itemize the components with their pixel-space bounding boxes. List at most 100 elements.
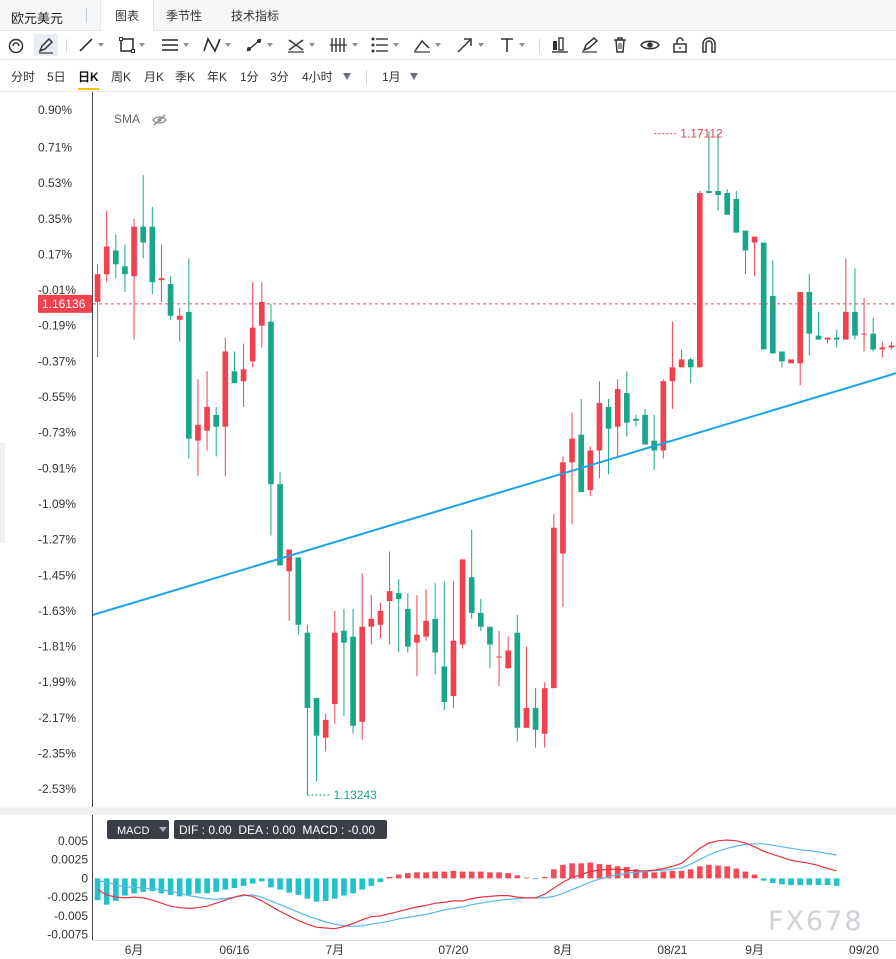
period-3min[interactable]: 3分: [270, 70, 289, 84]
macd-bar: [742, 871, 749, 879]
brush-icon[interactable]: [244, 34, 273, 56]
macd-bar: [377, 878, 384, 883]
macd-readout-box: [174, 820, 387, 839]
candle: [760, 242, 767, 350]
period-4hour[interactable]: 4小时: [302, 70, 333, 84]
y-tick-label: -1.99%: [38, 675, 76, 689]
macd-bar: [550, 869, 557, 879]
candle: [788, 359, 794, 364]
candle: [286, 549, 293, 621]
period-more-dropdown-icon[interactable]: [343, 73, 351, 80]
period-quarterly[interactable]: 季K: [175, 70, 196, 84]
lock-icon[interactable]: [671, 34, 689, 56]
chevron-down-icon: [478, 43, 484, 47]
trend-line-icon[interactable]: [77, 34, 104, 56]
range-dropdown-icon[interactable]: [410, 73, 418, 80]
macd-bar: [806, 878, 813, 886]
macd-bar: [614, 866, 621, 879]
magnet-icon[interactable]: [6, 34, 26, 56]
candle: [861, 297, 867, 352]
pencil-icon[interactable]: [580, 34, 600, 56]
macd-bar: [359, 878, 366, 890]
macd-bar: [487, 872, 493, 879]
candle: [660, 379, 667, 459]
candle: [459, 559, 466, 649]
top-tab-bar: 欧元美元 图表 季节性 技术指标: [0, 0, 896, 31]
y-tick-label: 0.71%: [38, 140, 72, 154]
trash-icon[interactable]: [611, 34, 629, 56]
macd-selector[interactable]: MACD: [107, 820, 169, 839]
macd-bar: [176, 878, 183, 897]
pane-separator[interactable]: [0, 807, 896, 815]
macd-bar: [706, 864, 712, 879]
gann-icon[interactable]: [329, 34, 358, 56]
macd-bar: [249, 878, 256, 884]
candle: [678, 349, 685, 368]
candle: [879, 341, 886, 358]
candle: [167, 276, 174, 320]
macd-readout: DIF : 0.00 DEA : 0.00 MACD : -0.00: [179, 823, 375, 837]
eye-icon[interactable]: [640, 34, 660, 56]
candle: [541, 682, 548, 748]
period-intraday[interactable]: 分时: [11, 70, 36, 84]
macd-bar: [295, 878, 302, 895]
pen-icon[interactable]: [34, 34, 58, 56]
indicator-visibility-icon[interactable]: [152, 114, 167, 126]
x-tick-label: 07/20: [438, 943, 468, 957]
macd-bar: [341, 878, 347, 896]
chevron-down-icon: [393, 43, 399, 47]
y-tick-label: -2.17%: [38, 711, 76, 725]
parallel-lines-icon[interactable]: [160, 34, 189, 56]
x-axis-labels: 6月 06/16 7月 07/20 8月 08/21 9月 09/20: [125, 943, 880, 957]
pattern-icon[interactable]: [202, 34, 231, 56]
divider: [366, 70, 367, 84]
macd-bar: [769, 878, 776, 883]
arrow-icon[interactable]: [455, 34, 484, 56]
candle: [450, 581, 457, 708]
candle: [140, 175, 147, 259]
candle: [468, 529, 475, 619]
x-tick-label: 6月: [125, 943, 144, 957]
candle: [377, 602, 384, 639]
candle: [432, 583, 439, 675]
tab-seasonality[interactable]: 季节性: [166, 9, 203, 23]
candle: [623, 371, 630, 437]
period-monthly[interactable]: 月K: [144, 70, 165, 84]
tab-technical-indicators[interactable]: 技术指标: [231, 9, 280, 23]
period-weekly[interactable]: 周K: [111, 70, 132, 84]
candle: [779, 351, 785, 368]
candle: [195, 379, 201, 477]
symbol-name: 欧元美元: [11, 11, 64, 26]
side-panel-handle[interactable]: [0, 443, 5, 543]
rectangle-icon[interactable]: [118, 34, 145, 56]
x-tick-label: 9月: [745, 943, 764, 957]
range-selector[interactable]: 1月: [382, 70, 401, 84]
candle: [824, 337, 831, 344]
fib-icon[interactable]: [370, 34, 399, 56]
candle: [368, 595, 375, 645]
period-yearly[interactable]: 年K: [207, 70, 228, 84]
x-tick-label: 06/16: [219, 943, 249, 957]
text-icon[interactable]: [498, 34, 525, 56]
period-5day[interactable]: 5日: [47, 70, 66, 84]
y-tick-label: 0.35%: [38, 212, 72, 226]
macd-bar: [277, 878, 283, 890]
price-range-icon[interactable]: [550, 34, 570, 56]
macd-bar: [651, 872, 658, 879]
candle: [733, 191, 740, 233]
period-1min[interactable]: 1分: [240, 70, 259, 84]
trend-line[interactable]: [92, 372, 896, 616]
cross-icon[interactable]: [286, 34, 315, 56]
period-bar: 分时 5日 日K 周K 月K 季K 年K 1分 3分 4小时 1月: [0, 60, 896, 92]
y-tick-label: 0.90%: [38, 103, 72, 117]
period-daily[interactable]: 日K: [78, 68, 99, 90]
macd-bar: [94, 878, 101, 901]
macd-bar: [669, 870, 676, 879]
measure-icon[interactable]: [412, 34, 441, 56]
price-chart[interactable]: 0.90% 0.71% 0.53% 0.35% 0.17% -0.01% -0.19% -0.…: [0, 92, 896, 959]
tab-chart[interactable]: 图表: [100, 0, 154, 31]
macd-bar: [824, 878, 831, 886]
macd-bar: [131, 878, 137, 894]
macd-bar: [313, 878, 320, 902]
magnet-horseshoe-icon[interactable]: [700, 34, 718, 56]
